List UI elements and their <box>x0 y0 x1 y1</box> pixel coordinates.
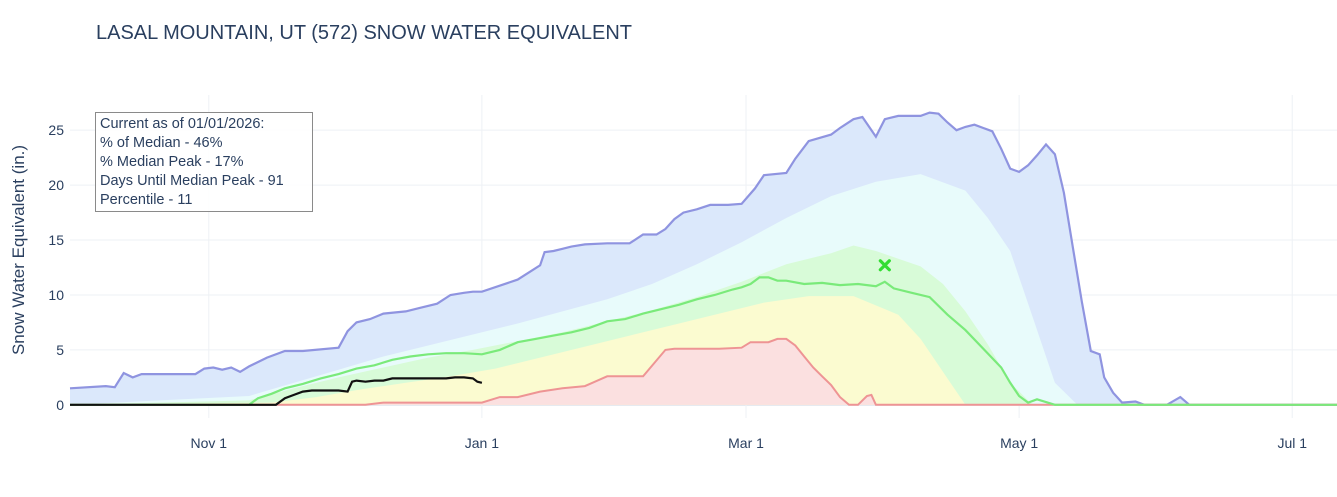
series-wy2026-line <box>70 376 483 406</box>
y-tick-label: 5 <box>56 342 64 358</box>
band-min-area <box>70 338 1337 405</box>
series-min-line <box>70 337 1337 406</box>
y-tick-label: 25 <box>48 122 64 138</box>
band-90th-area <box>70 174 1337 405</box>
series-median-line <box>70 276 1337 406</box>
info-line-pct-median-peak: % Median Peak - 17% <box>100 154 244 170</box>
series-max-line <box>69 111 1337 406</box>
info-line-current: Current as of 01/01/2026: <box>100 116 265 132</box>
x-tick-label: Mar 1 <box>728 435 764 451</box>
info-line-days-until-peak: Days Until Median Peak - 91 <box>100 173 284 189</box>
chart-title: LASAL MOUNTAIN, UT (572) SNOW WATER EQUI… <box>96 22 633 44</box>
x-tick-label: Jul 1 <box>1277 435 1307 451</box>
y-tick-label: 20 <box>48 177 64 193</box>
x-tick-label: Jan 1 <box>465 435 499 451</box>
x-tick-label: Nov 1 <box>190 435 227 451</box>
median-peak-marker <box>878 259 891 272</box>
info-line-percentile: Percentile - 11 <box>100 192 193 208</box>
info-box: Current as of 01/01/2026: % of Median - … <box>95 112 313 212</box>
y-tick-label: 0 <box>56 397 64 413</box>
info-line-pct-median: % of Median - 46% <box>100 135 223 151</box>
y-tick-label: 10 <box>48 287 64 303</box>
x-tick-label: May 1 <box>1000 435 1038 451</box>
y-tick-label: 15 <box>48 232 64 248</box>
